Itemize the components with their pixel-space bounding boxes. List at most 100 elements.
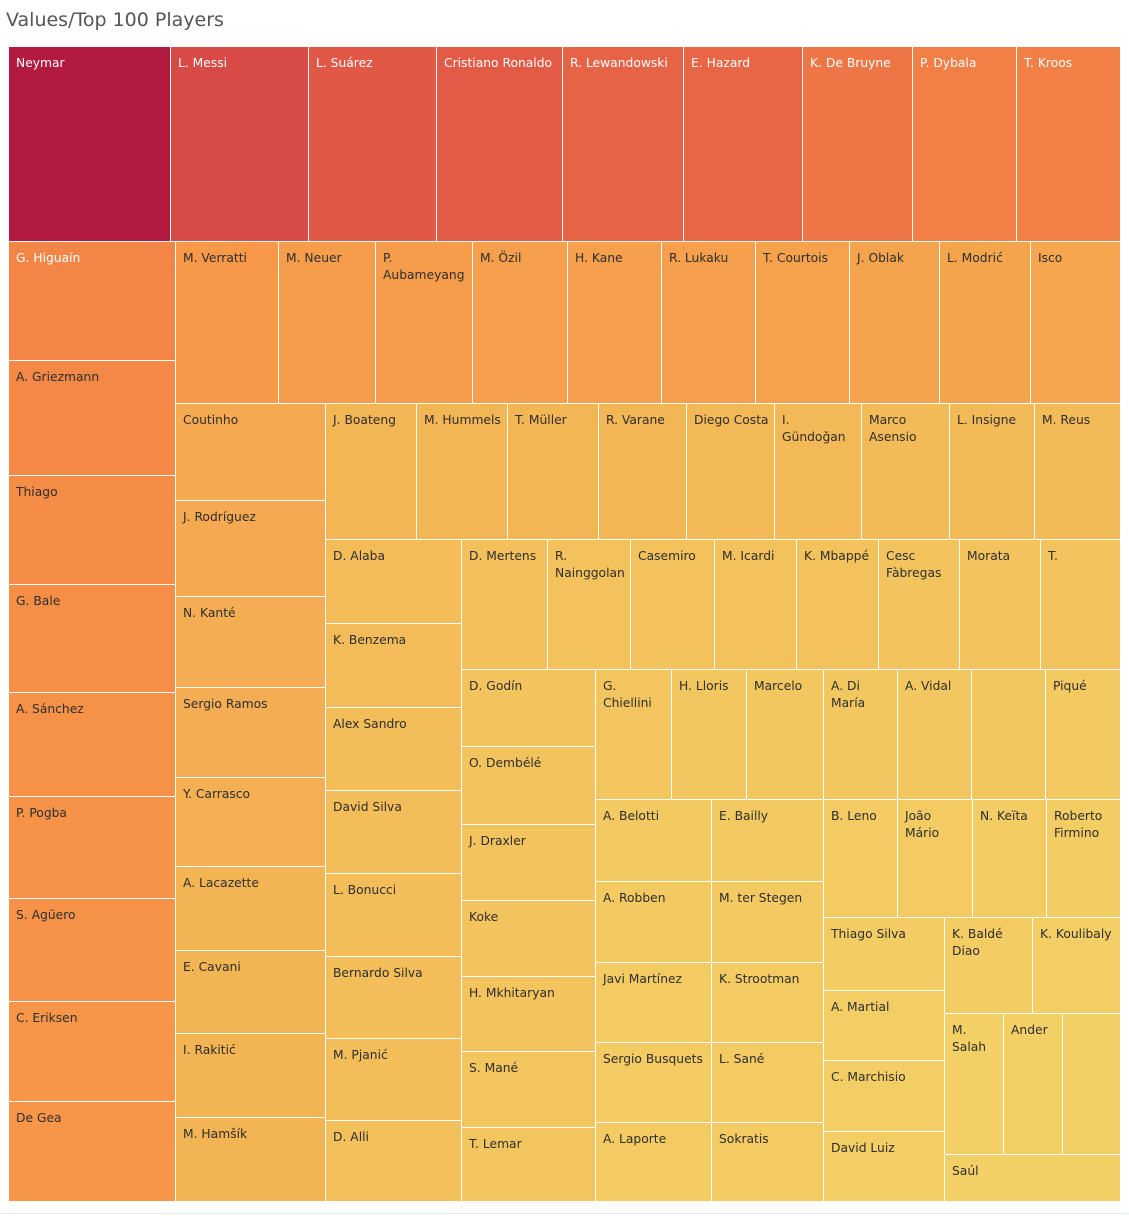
treemap-cell[interactable]: Isco <box>1031 242 1121 404</box>
treemap-cell[interactable]: T. Courtois <box>756 242 850 404</box>
treemap-cell[interactable]: D. Mertens <box>462 540 548 670</box>
treemap-cell[interactable]: Piqué <box>1046 670 1121 800</box>
treemap-cell[interactable]: J. Rodríguez <box>176 501 326 597</box>
treemap-cell[interactable]: M. Salah <box>945 1014 1004 1155</box>
treemap-cell[interactable]: Diego Costa <box>687 404 775 540</box>
treemap-cell[interactable]: Y. Carrasco <box>176 778 326 867</box>
treemap-cell[interactable]: M. Hamšík <box>176 1118 326 1202</box>
treemap-cell[interactable]: C. Marchisio <box>824 1061 945 1132</box>
treemap-cell[interactable]: M. Reus <box>1035 404 1121 540</box>
treemap-cell[interactable]: A. Di María <box>824 670 898 800</box>
treemap-cell[interactable]: Marcelo <box>747 670 824 800</box>
treemap-cell[interactable]: Cristiano Ronaldo <box>437 47 563 242</box>
treemap-cell[interactable]: Ander <box>1004 1014 1063 1155</box>
treemap-cell[interactable]: Sergio Ramos <box>176 688 326 778</box>
treemap-cell[interactable]: A. Vidal <box>898 670 972 800</box>
treemap-cell[interactable]: M. ter Stegen <box>712 882 824 963</box>
treemap-cell[interactable]: Javi Martínez <box>596 963 712 1043</box>
treemap-cell[interactable]: L. Bonucci <box>326 874 462 957</box>
treemap-cell[interactable]: T. Kroos <box>1017 47 1121 242</box>
treemap-cell[interactable]: H. Lloris <box>672 670 747 800</box>
treemap-cell[interactable]: D. Godín <box>462 670 596 747</box>
treemap-cell[interactable]: L. Suárez <box>309 47 437 242</box>
treemap-cell[interactable]: David Luiz <box>824 1132 945 1202</box>
treemap-cell[interactable]: J. Draxler <box>462 825 596 901</box>
treemap-cell[interactable]: O. Dembélé <box>462 747 596 825</box>
treemap-cell[interactable]: K. Benzema <box>326 624 462 708</box>
treemap-cell[interactable]: M. Özil <box>473 242 568 404</box>
treemap-cell[interactable]: J. Oblak <box>850 242 940 404</box>
treemap-cell[interactable]: B. Leno <box>824 800 898 918</box>
treemap-cell[interactable]: Thiago <box>9 476 176 585</box>
treemap-cell[interactable]: De Gea <box>9 1102 176 1202</box>
treemap-cell[interactable]: A. Martial <box>824 991 945 1061</box>
treemap-cell[interactable]: João Mário <box>898 800 973 918</box>
treemap-cell[interactable]: Alex Sandro <box>326 708 462 791</box>
treemap-cell[interactable]: S. Mané <box>462 1052 596 1128</box>
treemap-cell[interactable]: R. Lewandowski <box>563 47 684 242</box>
treemap-cell[interactable]: D. Alaba <box>326 540 462 624</box>
treemap-cell[interactable]: Sokratis <box>712 1123 824 1202</box>
treemap-cell[interactable]: D. Alli <box>326 1121 462 1202</box>
treemap-cell[interactable]: Cesc Fàbregas <box>879 540 960 670</box>
treemap-cell[interactable]: M. Pjanić <box>326 1039 462 1121</box>
treemap-cell[interactable]: E. Hazard <box>684 47 803 242</box>
treemap-cell[interactable]: T. Müller <box>508 404 599 540</box>
treemap-cell[interactable]: H. Mkhitaryan <box>462 977 596 1052</box>
treemap-cell[interactable]: Morata <box>960 540 1041 670</box>
treemap-cell[interactable]: A. Robben <box>596 882 712 963</box>
treemap-cell[interactable]: L. Modrić <box>940 242 1031 404</box>
treemap-cell[interactable]: Koke <box>462 901 596 977</box>
treemap-cell[interactable]: H. Kane <box>568 242 662 404</box>
treemap-cell[interactable]: M. Icardi <box>715 540 797 670</box>
treemap-cell[interactable]: K. Baldé Diao <box>945 918 1033 1014</box>
treemap-cell[interactable]: J. Boateng <box>326 404 417 540</box>
treemap-cell[interactable]: S. Agüero <box>9 899 176 1002</box>
treemap-cell[interactable]: M. Neuer <box>279 242 376 404</box>
treemap-cell[interactable]: R. Varane <box>599 404 687 540</box>
treemap-cell[interactable]: C. Eriksen <box>9 1002 176 1102</box>
treemap-cell[interactable]: R. Nainggolan <box>548 540 631 670</box>
treemap-cell[interactable]: Thiago Silva <box>824 918 945 991</box>
treemap-cell[interactable]: L. Messi <box>171 47 309 242</box>
treemap-cell[interactable]: Sergio Busquets <box>596 1043 712 1123</box>
treemap-cell[interactable]: Roberto Firmino <box>1047 800 1121 918</box>
treemap-cell[interactable]: N. Kanté <box>176 597 326 688</box>
treemap-cell[interactable]: Bernardo Silva <box>326 957 462 1039</box>
treemap-cell[interactable]: I. Rakitić <box>176 1034 326 1118</box>
treemap-cell[interactable]: I. Gündoğan <box>775 404 862 540</box>
treemap-cell[interactable] <box>972 670 1046 800</box>
treemap-cell[interactable]: A. Griezmann <box>9 361 176 476</box>
treemap-cell[interactable] <box>1063 1014 1121 1155</box>
treemap-cell[interactable]: A. Sánchez <box>9 693 176 797</box>
treemap-cell[interactable]: M. Hummels <box>417 404 508 540</box>
treemap-cell[interactable]: K. Strootman <box>712 963 824 1043</box>
treemap-cell[interactable]: G. Chiellini <box>596 670 672 800</box>
treemap-cell[interactable]: E. Cavani <box>176 951 326 1034</box>
treemap-cell[interactable]: G. Bale <box>9 585 176 693</box>
treemap-cell[interactable]: A. Belotti <box>596 800 712 882</box>
treemap-cell[interactable]: Neymar <box>9 47 171 242</box>
treemap-cell[interactable]: M. Verratti <box>176 242 279 404</box>
treemap-cell[interactable]: Coutinho <box>176 404 326 501</box>
treemap-cell[interactable]: R. Lukaku <box>662 242 756 404</box>
treemap-cell[interactable]: L. Insigne <box>950 404 1035 540</box>
treemap-cell[interactable]: P. Aubameyang <box>376 242 473 404</box>
treemap-cell[interactable]: Marco Asensio <box>862 404 950 540</box>
treemap-cell[interactable]: K. Koulibaly <box>1033 918 1121 1014</box>
treemap-cell[interactable]: K. Mbappé <box>797 540 879 670</box>
treemap-cell[interactable]: Casemiro <box>631 540 715 670</box>
treemap-cell[interactable]: A. Laporte <box>596 1123 712 1202</box>
treemap-cell[interactable]: E. Bailly <box>712 800 824 882</box>
treemap-cell[interactable]: David Silva <box>326 791 462 874</box>
treemap-cell[interactable]: K. De Bruyne <box>803 47 913 242</box>
treemap-cell[interactable]: P. Dybala <box>913 47 1017 242</box>
treemap-cell[interactable]: T. <box>1041 540 1121 670</box>
treemap-cell[interactable]: T. Lemar <box>462 1128 596 1202</box>
treemap-cell[interactable]: P. Pogba <box>9 797 176 899</box>
treemap-cell[interactable]: L. Sané <box>712 1043 824 1123</box>
treemap-cell[interactable]: G. Higuaín <box>9 242 176 361</box>
treemap-cell[interactable]: N. Keïta <box>973 800 1047 918</box>
treemap-cell[interactable]: Saúl <box>945 1155 1121 1202</box>
treemap-cell[interactable]: A. Lacazette <box>176 867 326 951</box>
